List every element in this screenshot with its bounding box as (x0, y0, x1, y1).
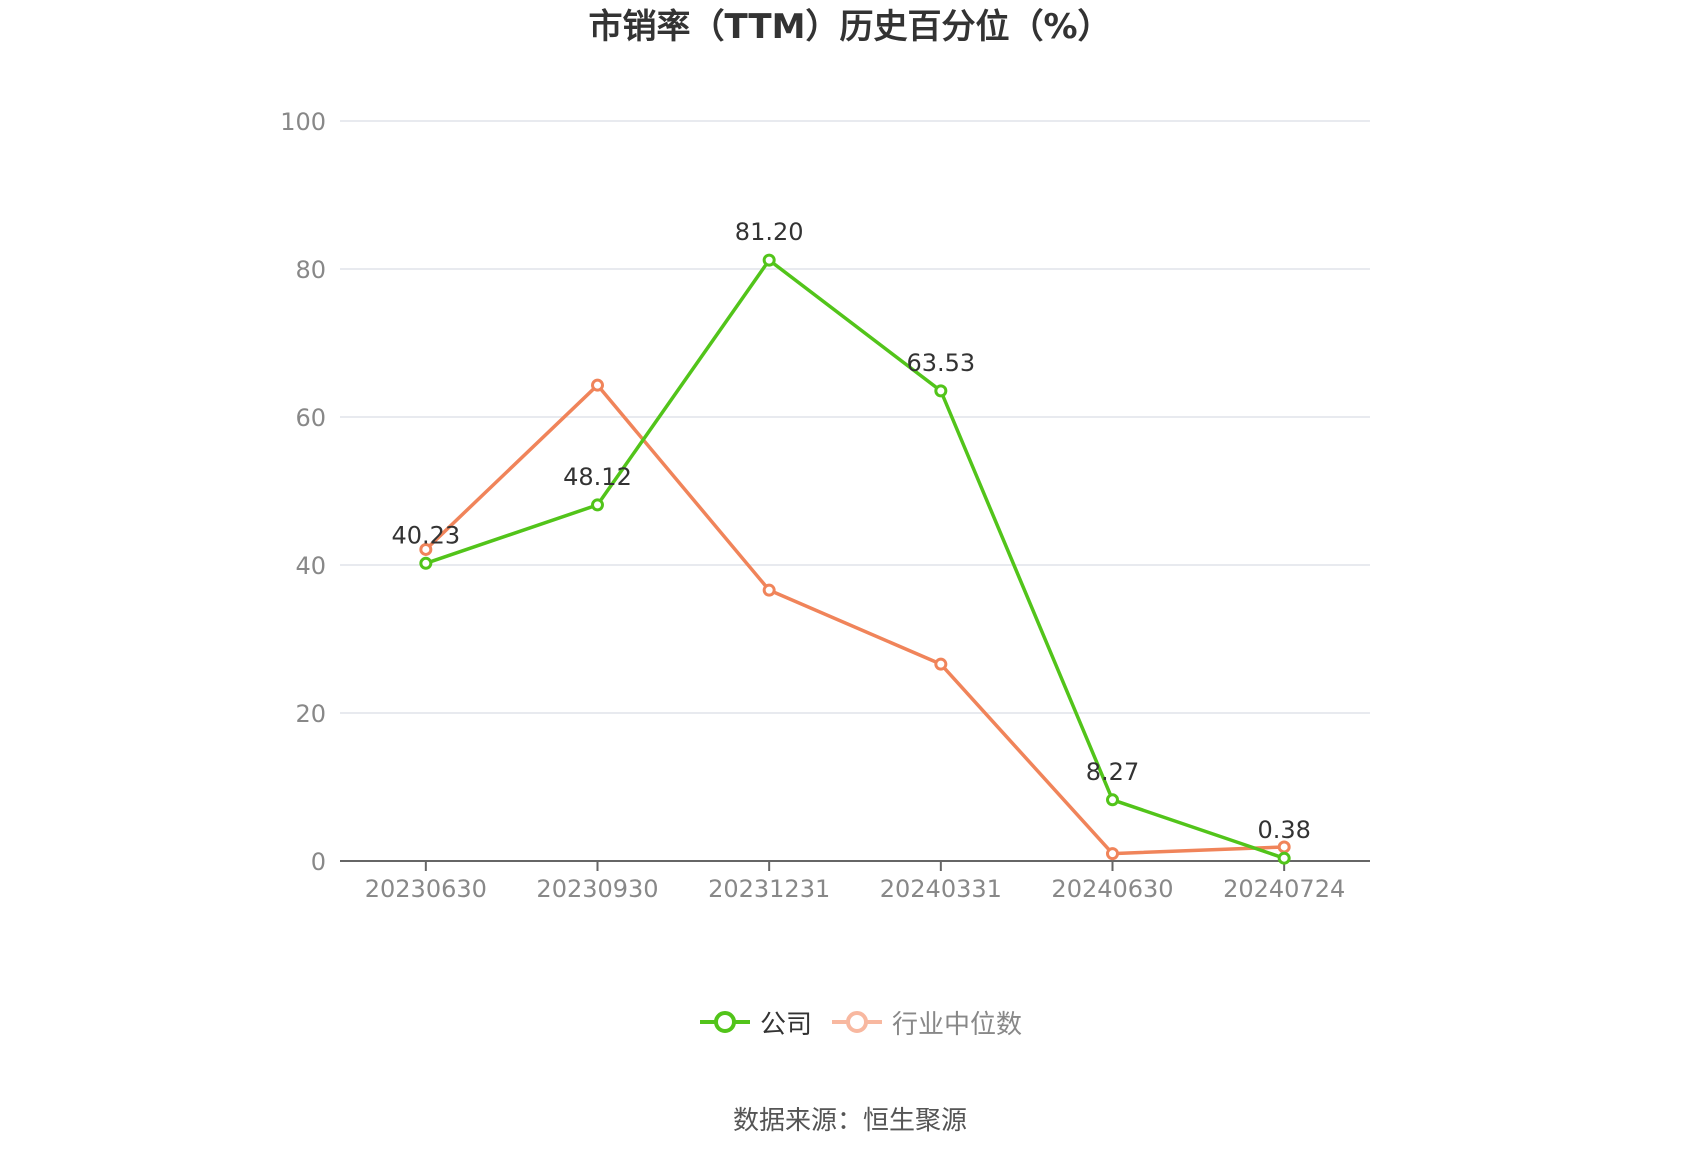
legend-industry-label: 行业中位数 (892, 1009, 1023, 1040)
data-point-industry (762, 583, 776, 597)
data-point-industry (591, 378, 604, 392)
legend-item-company[interactable]: 公司 (700, 1004, 812, 1041)
y-tick-label: 60 (295, 404, 326, 432)
x-tick-label: 20230630 (365, 875, 487, 903)
chart-title: 市销率（TTM）历史百分位（%） (588, 7, 1112, 47)
legend-company-label: 公司 (760, 1009, 813, 1040)
data-point-industry (934, 657, 948, 671)
data-point-industry (419, 542, 433, 556)
x-tick-label: 20240630 (1051, 875, 1173, 903)
y-tick-label: 20 (295, 700, 326, 728)
legend: 公司 行业中位数 (700, 1002, 1042, 1042)
data-point-company (1106, 793, 1119, 807)
series-line-company (425, 258, 1285, 860)
legend-company-marker-icon (700, 1011, 750, 1033)
data-label-company: 8.27 (1086, 758, 1139, 786)
x-tick-label: 20231231 (708, 875, 830, 903)
y-tick-label: 100 (280, 108, 326, 136)
data-label-company: 0.38 (1257, 816, 1310, 844)
data-point-company (1277, 851, 1291, 865)
data-point-company (934, 384, 948, 398)
data-point-industry (1106, 847, 1119, 861)
legend-item-industry[interactable]: 行业中位数 (832, 1004, 1022, 1041)
x-tick-label: 20240724 (1223, 875, 1345, 903)
legend-industry-marker-icon (832, 1011, 883, 1033)
y-tick-label: 0 (311, 848, 326, 876)
x-tick-label: 20240331 (880, 875, 1002, 903)
y-tick-label: 80 (295, 256, 326, 284)
data-source: 数据来源：恒生聚源 (732, 1106, 967, 1136)
data-point-company (419, 556, 433, 570)
data-label-company: 40.23 (391, 521, 460, 549)
series-line-industry (424, 383, 1285, 856)
x-tick-label: 20230930 (536, 875, 658, 903)
y-tick-label: 40 (295, 552, 326, 580)
data-label-company: 81.20 (735, 218, 804, 246)
data-label-company: 48.12 (563, 463, 632, 491)
data-point-company (762, 253, 776, 267)
data-point-company (591, 498, 604, 512)
data-label-company: 63.53 (906, 349, 975, 377)
